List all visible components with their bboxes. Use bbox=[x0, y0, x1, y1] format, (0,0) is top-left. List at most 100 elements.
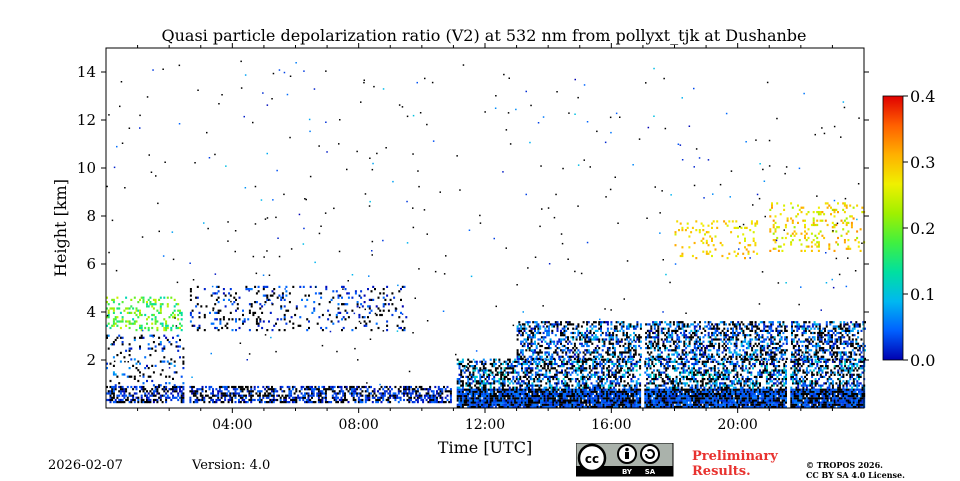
heatmap-cell bbox=[663, 371, 666, 374]
heatmap-cell bbox=[248, 309, 251, 312]
heatmap-cell bbox=[802, 403, 805, 406]
heatmap-cell bbox=[689, 399, 692, 402]
heatmap-cell bbox=[764, 397, 767, 400]
heatmap-cell bbox=[712, 358, 715, 361]
heatmap-cell bbox=[526, 360, 529, 363]
heatmap-cell bbox=[588, 403, 591, 406]
heatmap-cell bbox=[588, 386, 591, 389]
heatmap-cell bbox=[250, 396, 253, 399]
heatmap-cell bbox=[666, 390, 669, 393]
heatmap-cell bbox=[259, 320, 262, 323]
heatmap-cell bbox=[552, 401, 555, 404]
heatmap-cell bbox=[811, 362, 814, 366]
heatmap-cell bbox=[340, 396, 343, 399]
heatmap-cell bbox=[236, 303, 239, 306]
heatmap-cell bbox=[182, 362, 185, 365]
heatmap-cell bbox=[849, 403, 852, 406]
heatmap-cell bbox=[805, 360, 808, 363]
heatmap-cell bbox=[800, 392, 803, 396]
heatmap-cell bbox=[661, 405, 664, 408]
heatmap-cell bbox=[739, 373, 742, 376]
heatmap-cell bbox=[311, 396, 313, 399]
heatmap-cell bbox=[195, 296, 198, 299]
heatmap-cell bbox=[234, 401, 237, 404]
heatmap-cell bbox=[746, 395, 749, 398]
heatmap-cell bbox=[566, 360, 569, 363]
heatmap-cell bbox=[588, 371, 591, 374]
heatmap-cell bbox=[389, 396, 392, 399]
heatmap-cell bbox=[578, 365, 581, 368]
heatmap-cell bbox=[757, 392, 760, 396]
heatmap-cell bbox=[238, 385, 240, 389]
heatmap-cell bbox=[746, 375, 749, 378]
heatmap-cell bbox=[760, 371, 763, 374]
heatmap-cell bbox=[224, 392, 227, 395]
heatmap-cell bbox=[580, 405, 583, 408]
heatmap-cell bbox=[354, 292, 357, 295]
heatmap-cell bbox=[505, 360, 508, 363]
heatmap-cell bbox=[222, 401, 225, 404]
heatmap-cell bbox=[163, 360, 166, 363]
heatmap-cell bbox=[679, 397, 682, 400]
heatmap-cell bbox=[693, 367, 695, 370]
heatmap-cell bbox=[812, 395, 815, 398]
heatmap-cell bbox=[111, 298, 114, 301]
heatmap-cell bbox=[724, 369, 727, 372]
heatmap-cell bbox=[698, 399, 701, 402]
heatmap-cell bbox=[701, 388, 704, 391]
heatmap-cell bbox=[368, 305, 371, 308]
heatmap-cell bbox=[346, 303, 349, 306]
heatmap-cell bbox=[715, 373, 718, 376]
heatmap-cell bbox=[342, 392, 345, 395]
heatmap-cell bbox=[550, 390, 553, 393]
heatmap-cell bbox=[698, 392, 701, 396]
heatmap-cell bbox=[597, 382, 600, 385]
heatmap-cell bbox=[231, 385, 234, 389]
heatmap-cell bbox=[391, 303, 394, 306]
heatmap-cell bbox=[498, 358, 501, 361]
heatmap-cell bbox=[420, 396, 423, 399]
heatmap-cell bbox=[441, 396, 444, 399]
heatmap-cell bbox=[352, 392, 355, 395]
heatmap-cell bbox=[403, 326, 406, 330]
heatmap-cell bbox=[123, 394, 126, 397]
heatmap-cell bbox=[281, 294, 284, 297]
heatmap-cell bbox=[739, 367, 742, 370]
heatmap-cell bbox=[673, 365, 676, 368]
heatmap-cell bbox=[284, 401, 287, 404]
heatmap-cell bbox=[474, 375, 477, 378]
heatmap-cell bbox=[503, 390, 506, 393]
heatmap-cell bbox=[147, 396, 150, 399]
heatmap-cell bbox=[779, 395, 782, 398]
heatmap-cell bbox=[154, 398, 157, 402]
heatmap-cell bbox=[672, 360, 675, 363]
heatmap-cell bbox=[382, 288, 385, 291]
heatmap-cell bbox=[781, 395, 784, 398]
heatmap-cell bbox=[191, 385, 194, 389]
heatmap-cell bbox=[507, 380, 510, 383]
heatmap-cell bbox=[849, 388, 852, 391]
heatmap-cell bbox=[602, 360, 605, 363]
heatmap-cell bbox=[507, 367, 510, 370]
heatmap-cell bbox=[410, 396, 412, 399]
heatmap-cell bbox=[566, 397, 569, 400]
heatmap-cell bbox=[377, 296, 380, 299]
heatmap-cell bbox=[210, 392, 213, 395]
heatmap-cell bbox=[600, 380, 603, 383]
heatmap-cell bbox=[599, 390, 602, 393]
heatmap-cell bbox=[580, 390, 583, 393]
heatmap-cell bbox=[661, 390, 664, 393]
heatmap-cell bbox=[324, 401, 327, 404]
heatmap-cell bbox=[701, 399, 704, 402]
heatmap-cell bbox=[496, 388, 499, 391]
heatmap-cell bbox=[505, 390, 508, 393]
heatmap-cell bbox=[257, 322, 260, 325]
heatmap-cell bbox=[479, 360, 482, 363]
heatmap-cell bbox=[592, 358, 595, 361]
heatmap-cell bbox=[675, 401, 678, 404]
heatmap-cell bbox=[517, 401, 520, 404]
heatmap-cell bbox=[226, 326, 229, 330]
heatmap-cell bbox=[437, 394, 440, 397]
heatmap-cell bbox=[752, 401, 754, 404]
heatmap-cell bbox=[665, 392, 668, 396]
